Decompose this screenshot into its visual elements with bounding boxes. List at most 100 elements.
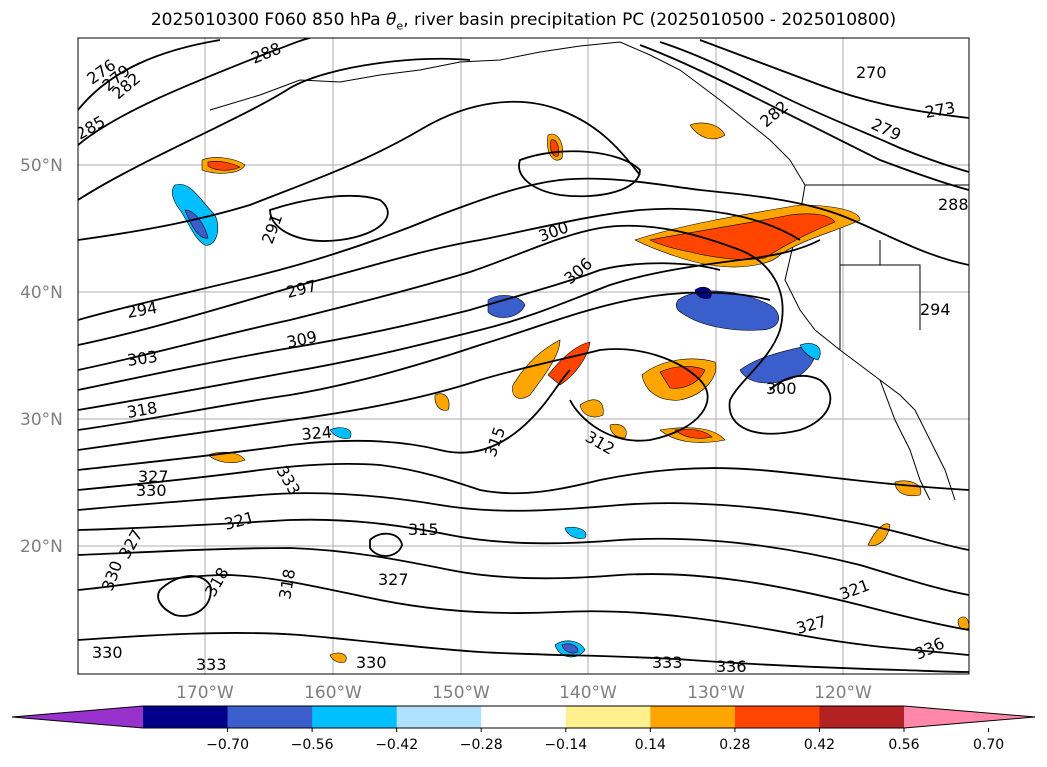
contour-label-336: 336 [716, 657, 747, 676]
colorbar-extend-max [904, 706, 1035, 728]
colorbar-segment [650, 706, 736, 728]
lon-label-130: 130°W [687, 683, 745, 703]
title-symbol: θ [386, 10, 397, 30]
contour-324 [78, 518, 969, 596]
contour-303 [78, 262, 721, 391]
contour-label-288b: 288 [938, 195, 969, 214]
contour-coast-1 [639, 44, 969, 191]
title-symbol-sub: e [396, 19, 404, 33]
contour-327 [78, 547, 969, 631]
colorbar-tick-label: −0.70 [206, 737, 249, 753]
contour-321 [78, 492, 969, 551]
map-panel: 276 279 282 285 288 291 294 297 300 303 … [77, 37, 970, 676]
colorbar-segment [734, 706, 820, 728]
shade-neg-2 [675, 290, 779, 331]
contour-label-300b: 300 [766, 379, 797, 398]
contour-label-315b: 315 [408, 520, 439, 539]
border-states [839, 220, 921, 350]
shade-pos-8b [674, 428, 713, 439]
contour-291 [78, 100, 641, 241]
lat-label-40: 40°N [20, 283, 63, 303]
shade-pos-4 [689, 122, 726, 140]
colorbar-tick-label: −0.56 [291, 737, 334, 753]
shade-pos-3b [649, 213, 836, 260]
contour-306 [78, 239, 821, 411]
contour-loop-d [157, 575, 212, 617]
colorbar-segment [565, 706, 651, 728]
colorbar-outline [11, 705, 1036, 729]
colorbar-tick-label: −0.14 [544, 737, 587, 753]
contour-coast-2 [659, 41, 969, 173]
coastlines [209, 41, 969, 501]
contour-330 [78, 574, 969, 656]
contour-294 [78, 177, 969, 321]
lon-label-120: 120°W [814, 683, 872, 703]
contour-label-327: 327 [378, 570, 409, 589]
contour-label-330b: 330 [136, 481, 167, 500]
coastline-alaska [209, 41, 621, 111]
latitude-labels: 50°N 40°N 30°N 20°N [20, 156, 63, 557]
lon-label-140: 140°W [559, 683, 617, 703]
contour-label-327b: 327 [138, 467, 169, 486]
shade-neg-4 [487, 295, 526, 318]
contour-loop-b [518, 150, 641, 198]
contour-label-324: 324 [301, 422, 333, 444]
shade-neg-1b [184, 209, 209, 239]
colorbar-tick-label: −0.42 [375, 737, 418, 753]
colorbar-tick-label: 0.70 [973, 737, 1004, 753]
colorbar-segment [143, 706, 229, 728]
contour-label-330c: 330 [92, 643, 123, 662]
contour-318 [78, 462, 969, 495]
contour-label-333b: 333 [196, 655, 227, 674]
contour-label-330: 330 [356, 653, 387, 672]
lon-label-170: 170°W [176, 683, 234, 703]
colorbar-tick-label: 0.28 [719, 737, 750, 753]
map-frame [77, 37, 970, 675]
colorbar: −0.70 −0.56 −0.42 −0.28 −0.14 0.14 0.28 0.42 0.5… [11, 705, 1036, 753]
contour-285 [78, 38, 311, 146]
shade-neg-7 [564, 526, 587, 539]
colorbar-segment [227, 706, 313, 728]
contours [78, 38, 969, 673]
title-suffix: , river basin precipitation PC (20250105… [403, 10, 897, 30]
colorbar-tick-label: 0.14 [635, 737, 666, 753]
colorbar-segment [396, 706, 482, 728]
contour-label-303: 303 [126, 347, 159, 370]
lon-label-160: 160°W [304, 683, 362, 703]
contour-309 [78, 291, 771, 431]
shade-pos-13 [329, 652, 347, 663]
lat-label-30: 30°N [20, 410, 63, 430]
contour-loop-a [269, 194, 389, 242]
contour-label-333: 333 [652, 653, 683, 672]
colorbar-segment [819, 706, 905, 728]
map-background [78, 38, 969, 674]
shade-pos-7 [579, 399, 604, 418]
contour-297 [78, 207, 801, 346]
colorbar-tick-label: 0.56 [888, 737, 919, 753]
contour-label-270: 270 [856, 63, 887, 82]
coastline-us-west [784, 184, 956, 501]
contour-coast-3 [699, 39, 969, 119]
shade-pos-6 [512, 339, 561, 399]
shade-pos-5b [659, 366, 706, 389]
shade-pos-9 [609, 423, 627, 439]
colorbar-tick-label: 0.42 [804, 737, 835, 753]
longitude-labels: 170°W 160°W 150°W 140°W 130°W 120°W [176, 683, 872, 703]
shade-neg-5b [561, 643, 579, 654]
colorbar-segment [312, 706, 398, 728]
shaded-regions [171, 122, 969, 663]
lon-label-150: 150°W [432, 683, 490, 703]
title-prefix: 2025010300 F060 850 hPa [150, 10, 386, 30]
colorbar-extend-min [12, 706, 143, 728]
colorbar-segment [481, 706, 567, 728]
colorbar-tick-label: −0.28 [460, 737, 503, 753]
shade-neg-6 [329, 427, 352, 439]
contour-333 [78, 632, 969, 673]
chart-title: 2025010300 F060 850 hPa θe, river basin … [0, 10, 1047, 32]
contour-315 [78, 369, 571, 471]
lat-label-50: 50°N [20, 156, 63, 176]
shade-pos-14 [434, 393, 450, 411]
contour-276 [78, 39, 221, 111]
shade-pos-15 [957, 616, 969, 630]
